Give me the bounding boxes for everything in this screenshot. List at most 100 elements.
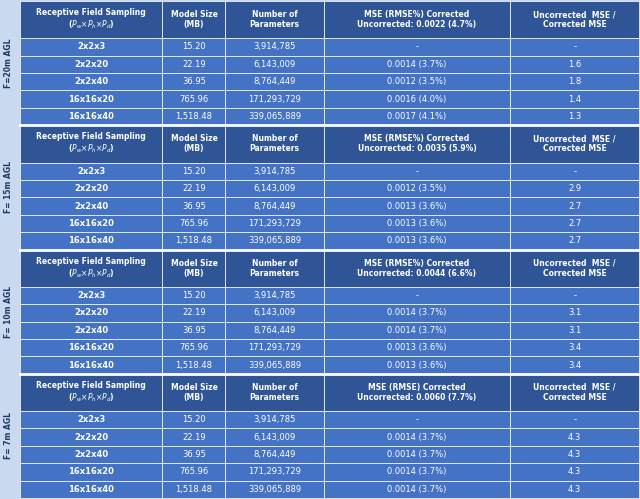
Bar — [225, 250, 324, 287]
Bar — [225, 38, 324, 56]
Text: 6,143,009: 6,143,009 — [253, 60, 296, 69]
Text: 765.96: 765.96 — [179, 219, 209, 228]
Bar — [20, 38, 163, 56]
Text: 0.0014 (3.7%): 0.0014 (3.7%) — [387, 433, 447, 442]
Text: 8,764,449: 8,764,449 — [253, 450, 296, 459]
Text: 16x16x40: 16x16x40 — [68, 485, 114, 494]
Text: -: - — [415, 42, 419, 51]
Text: 0.0013 (3.6%): 0.0013 (3.6%) — [387, 202, 447, 211]
Text: 1.3: 1.3 — [568, 112, 581, 121]
Text: Receptive Field Sampling
($P_w$$\times$$P_h$$\times$$P_d$): Receptive Field Sampling ($P_w$$\times$$… — [36, 8, 146, 31]
Bar — [20, 321, 163, 339]
Text: 0.0014 (3.7%): 0.0014 (3.7%) — [387, 485, 447, 494]
Text: 765.96: 765.96 — [179, 95, 209, 104]
Text: 6,143,009: 6,143,009 — [253, 433, 296, 442]
Bar — [511, 38, 639, 56]
Text: 16x16x20: 16x16x20 — [68, 95, 114, 104]
Text: 16x16x40: 16x16x40 — [68, 361, 114, 370]
Bar — [163, 429, 225, 446]
Bar — [511, 374, 639, 411]
Bar — [225, 339, 324, 356]
Text: 2.7: 2.7 — [568, 237, 581, 246]
Text: MSE (RMSE) Corrected
Uncorrected: 0.0060 (7.7%): MSE (RMSE) Corrected Uncorrected: 0.0060… — [357, 383, 477, 402]
Text: 16x16x20: 16x16x20 — [68, 343, 114, 352]
Text: 4.3: 4.3 — [568, 468, 581, 477]
Bar — [163, 339, 225, 356]
Bar — [20, 287, 163, 304]
Bar — [225, 197, 324, 215]
Bar — [0, 1, 18, 125]
Bar — [225, 446, 324, 463]
Text: 2x2x3: 2x2x3 — [77, 415, 106, 424]
Text: F=20m AGL: F=20m AGL — [4, 38, 13, 88]
Text: 0.0016 (4.0%): 0.0016 (4.0%) — [387, 95, 447, 104]
Text: 339,065,889: 339,065,889 — [248, 237, 301, 246]
Text: 1.6: 1.6 — [568, 60, 581, 69]
Text: Model Size
(MB): Model Size (MB) — [170, 134, 218, 153]
Text: MSE (RMSE%) Corrected
Uncorrected: 0.0035 (5.9%): MSE (RMSE%) Corrected Uncorrected: 0.003… — [358, 134, 476, 153]
Bar — [324, 163, 511, 180]
Bar — [225, 232, 324, 250]
Text: Receptive Field Sampling
($P_w$$\times$$P_h$$\times$$P_d$): Receptive Field Sampling ($P_w$$\times$$… — [36, 132, 146, 155]
Bar — [225, 73, 324, 90]
Bar — [20, 411, 163, 429]
Bar — [163, 250, 225, 287]
Text: 2x2x40: 2x2x40 — [74, 77, 108, 86]
Bar — [511, 429, 639, 446]
Text: 22.19: 22.19 — [182, 433, 206, 442]
Bar — [511, 481, 639, 498]
Bar — [20, 374, 163, 411]
Bar — [324, 321, 511, 339]
Text: 2x2x20: 2x2x20 — [74, 308, 108, 317]
Bar — [225, 90, 324, 108]
Bar — [163, 215, 225, 232]
Bar — [225, 321, 324, 339]
Text: 171,293,729: 171,293,729 — [248, 95, 301, 104]
Text: 1,518.48: 1,518.48 — [175, 361, 212, 370]
Text: 765.96: 765.96 — [179, 343, 209, 352]
Text: 2x2x20: 2x2x20 — [74, 433, 108, 442]
Text: 2x2x3: 2x2x3 — [77, 42, 106, 51]
Bar — [511, 446, 639, 463]
Text: 16x16x40: 16x16x40 — [68, 237, 114, 246]
Text: Uncorrected  MSE /
Corrected MSE: Uncorrected MSE / Corrected MSE — [534, 10, 616, 29]
Bar — [225, 1, 324, 38]
Text: 0.0014 (3.7%): 0.0014 (3.7%) — [387, 326, 447, 335]
Bar — [20, 163, 163, 180]
Bar — [324, 1, 511, 38]
Bar — [511, 250, 639, 287]
Text: 2x2x40: 2x2x40 — [74, 450, 108, 459]
Text: 3.1: 3.1 — [568, 326, 581, 335]
Bar — [511, 339, 639, 356]
Bar — [324, 56, 511, 73]
Bar — [225, 411, 324, 429]
Bar — [163, 446, 225, 463]
Bar — [324, 356, 511, 374]
Text: Number of
Parameters: Number of Parameters — [250, 10, 300, 29]
Text: 0.0012 (3.5%): 0.0012 (3.5%) — [387, 77, 447, 86]
Text: 0.0012 (3.5%): 0.0012 (3.5%) — [387, 184, 447, 193]
Text: 0.0014 (3.7%): 0.0014 (3.7%) — [387, 468, 447, 477]
Bar — [324, 339, 511, 356]
Bar — [225, 56, 324, 73]
Bar — [20, 481, 163, 498]
Text: Uncorrected  MSE /
Corrected MSE: Uncorrected MSE / Corrected MSE — [534, 383, 616, 402]
Text: 171,293,729: 171,293,729 — [248, 219, 301, 228]
Bar — [163, 125, 225, 163]
Bar — [225, 125, 324, 163]
Bar — [324, 73, 511, 90]
Bar — [324, 250, 511, 287]
Bar — [511, 180, 639, 197]
Text: Receptive Field Sampling
($P_w$$\times$$P_h$$\times$$P_d$): Receptive Field Sampling ($P_w$$\times$$… — [36, 381, 146, 404]
Text: 2x2x20: 2x2x20 — [74, 184, 108, 193]
Bar — [225, 180, 324, 197]
Text: Model Size
(MB): Model Size (MB) — [170, 383, 218, 402]
Bar — [324, 90, 511, 108]
Text: 4.3: 4.3 — [568, 485, 581, 494]
Bar — [163, 73, 225, 90]
Text: 1,518.48: 1,518.48 — [175, 485, 212, 494]
Bar — [163, 374, 225, 411]
Text: 1,518.48: 1,518.48 — [175, 112, 212, 121]
Bar — [20, 232, 163, 250]
Bar — [20, 356, 163, 374]
